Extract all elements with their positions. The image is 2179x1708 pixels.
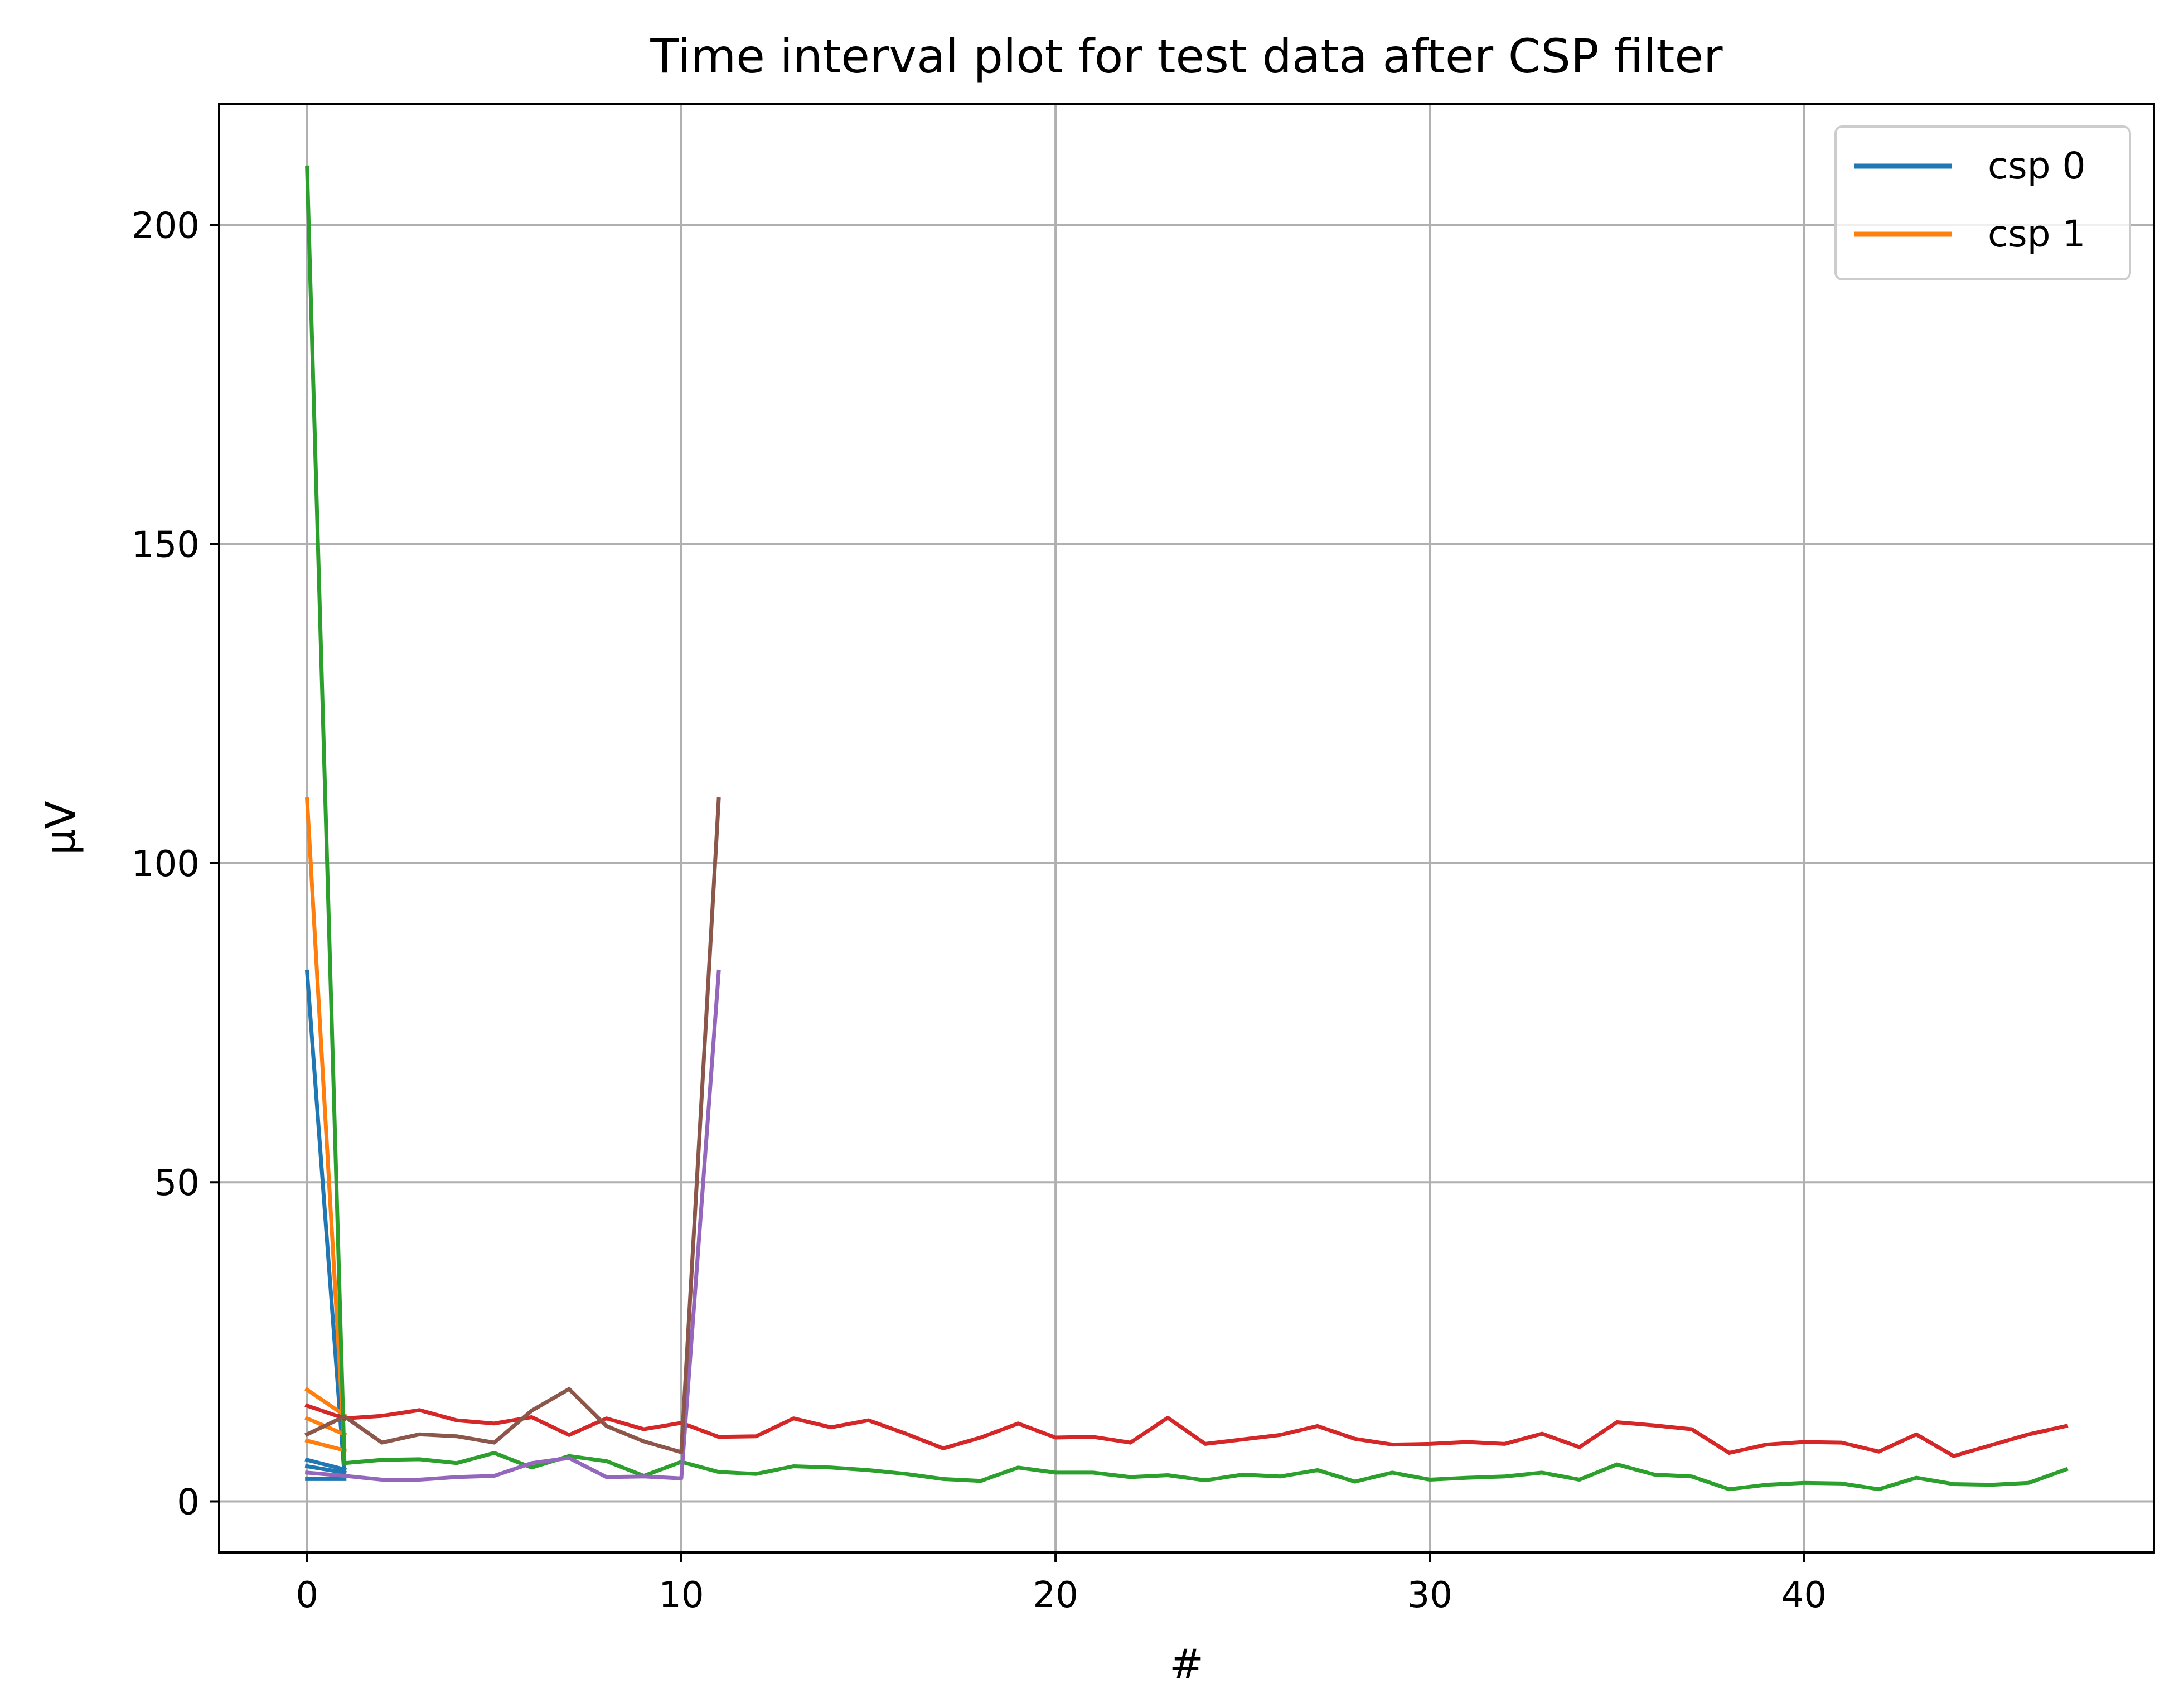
series-line-4 [305,797,347,1453]
series-line-7 [304,1438,347,1453]
legend: csp 0 csp 1 [1834,125,2131,280]
series-line-9 [342,1451,2069,1492]
series-line-12 [304,969,721,1482]
x-tick-label: 0 [296,1575,318,1616]
series-line-8 [305,165,347,1465]
chart-title: Time interval plot for test data after C… [650,29,1723,84]
x-tick-label: 30 [1407,1575,1452,1616]
series-line-11 [342,1408,2069,1458]
y-tick-label: 200 [132,205,200,246]
series-line-13 [304,797,721,1454]
y-tick-label: 50 [154,1163,200,1204]
axis-ticks: 0 10 20 30 40 0 50 100 150 200 [132,205,1827,1616]
x-tick-label: 40 [1781,1575,1827,1616]
series-lines [304,165,2069,1492]
x-tick-label: 10 [658,1575,704,1616]
series-line-3 [304,1464,347,1475]
x-tick-label: 20 [1033,1575,1078,1616]
y-axis-label: μV [37,801,85,855]
grid-lines [219,104,2154,1552]
y-tick-label: 150 [132,525,200,566]
series-line-5 [304,1387,347,1418]
series-line-1 [304,1457,347,1472]
series-line-0 [304,969,347,1478]
series-line-10 [304,1403,347,1421]
plot-area-frame [218,103,2155,1554]
x-axis-label: # [1169,1641,1204,1688]
legend-label-csp-0: csp 0 [1988,144,2086,187]
legend-box [1834,125,2131,280]
y-tick-label: 0 [177,1482,200,1523]
legend-label-csp-1: csp 1 [1988,212,2086,255]
y-tick-label: 100 [132,844,200,885]
